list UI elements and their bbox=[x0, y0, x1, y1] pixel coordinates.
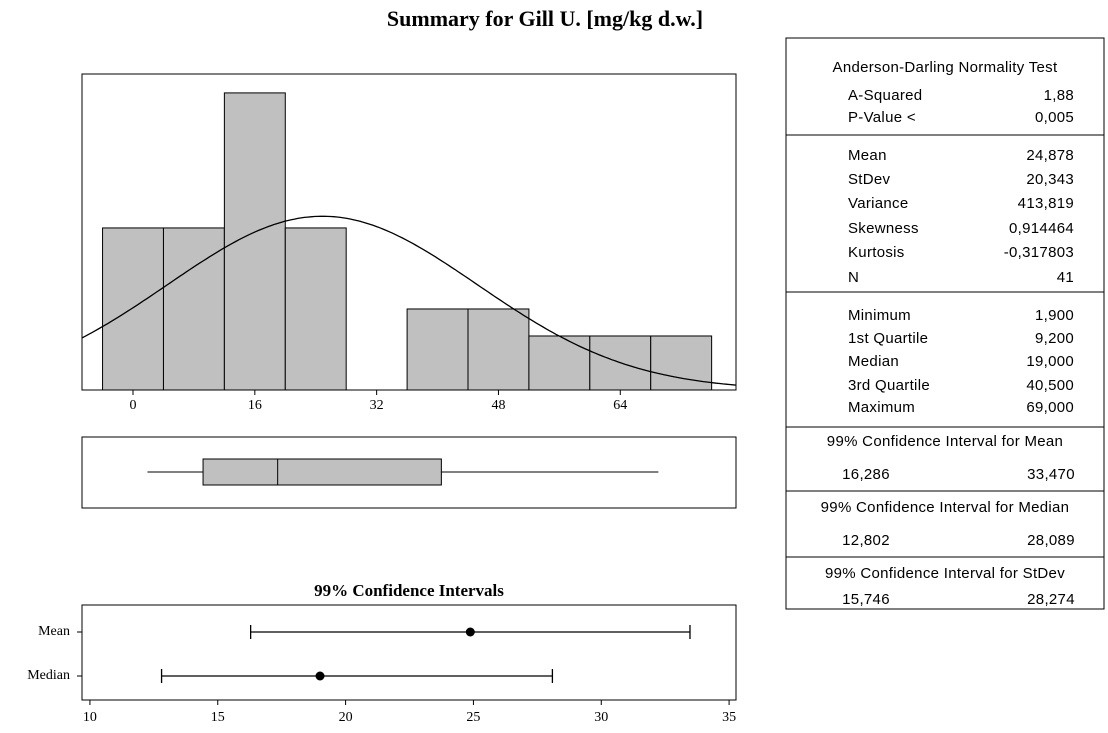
x-tick-label: 35 bbox=[722, 710, 736, 725]
boxplot-frame bbox=[81, 436, 737, 509]
interval-value: 28,274 bbox=[1027, 591, 1075, 608]
stats-table bbox=[785, 37, 1105, 610]
stat-value: -0,317803 bbox=[1004, 244, 1074, 261]
x-tick-label: 48 bbox=[491, 398, 505, 413]
stat-value: 19,000 bbox=[1026, 353, 1074, 370]
stat-label: N bbox=[848, 269, 859, 286]
x-tick-label: 10 bbox=[83, 710, 97, 725]
stat-value: 41 bbox=[1057, 269, 1074, 286]
stat-value: 1,88 bbox=[1044, 87, 1074, 104]
x-tick-label: 20 bbox=[339, 710, 353, 725]
estimate-dot bbox=[465, 627, 475, 637]
stat-label: Kurtosis bbox=[848, 244, 905, 261]
interval-value: 28,089 bbox=[1027, 532, 1075, 549]
y-tick-label: Mean bbox=[38, 624, 70, 639]
estimate-dot bbox=[315, 671, 325, 681]
bar bbox=[162, 227, 225, 391]
stat-value: 413,819 bbox=[1018, 195, 1074, 212]
stat-label: Mean bbox=[848, 147, 887, 164]
normal-curve bbox=[81, 215, 737, 386]
bar bbox=[528, 335, 591, 391]
stat-label: Skewness bbox=[848, 220, 919, 237]
stat-label: Variance bbox=[848, 195, 909, 212]
bar bbox=[102, 227, 164, 391]
x-tick-label: 64 bbox=[613, 398, 627, 413]
interval-value: 33,470 bbox=[1027, 466, 1075, 483]
interval-value: 12,802 bbox=[842, 532, 890, 549]
stat-label: Maximum bbox=[848, 399, 915, 416]
bar bbox=[223, 92, 286, 391]
stat-value: 0,914464 bbox=[1009, 220, 1074, 237]
x-tick-label: 15 bbox=[211, 710, 225, 725]
stat-value: 24,878 bbox=[1026, 147, 1074, 164]
section-title: Anderson-Darling Normality Test bbox=[833, 59, 1058, 76]
bar bbox=[284, 227, 347, 391]
section-title: 99% Confidence Interval for Mean bbox=[827, 433, 1063, 450]
bar bbox=[467, 308, 530, 391]
x-tick-label: 30 bbox=[594, 710, 608, 725]
stat-value: 0,005 bbox=[1035, 109, 1074, 126]
interval-value: 15,746 bbox=[842, 591, 890, 608]
stat-value: 9,200 bbox=[1035, 330, 1074, 347]
box bbox=[202, 458, 442, 486]
x-tick-label: 25 bbox=[466, 710, 480, 725]
stat-label: 1st Quartile bbox=[848, 330, 928, 347]
stat-label: StDev bbox=[848, 171, 891, 188]
y-tick-label: Median bbox=[27, 668, 70, 683]
stat-label: 3rd Quartile bbox=[848, 377, 930, 394]
bar bbox=[406, 308, 469, 391]
stat-label: Median bbox=[848, 353, 899, 370]
stat-label: P-Value < bbox=[848, 109, 916, 126]
stat-label: A-Squared bbox=[848, 87, 922, 104]
stat-value: 20,343 bbox=[1026, 171, 1074, 188]
interval-frame bbox=[81, 604, 737, 701]
x-tick-label: 16 bbox=[248, 398, 262, 413]
x-tick-label: 32 bbox=[370, 398, 384, 413]
section-title: 99% Confidence Interval for Median bbox=[821, 499, 1070, 516]
interval-value: 16,286 bbox=[842, 466, 890, 483]
title: Summary for Gill U. [mg/kg d.w.] bbox=[387, 6, 703, 31]
stat-value: 69,000 bbox=[1026, 399, 1074, 416]
interval-title: 99% Confidence Intervals bbox=[314, 581, 504, 600]
section-title: 99% Confidence Interval for StDev bbox=[825, 565, 1065, 582]
x-tick-label: 0 bbox=[130, 398, 137, 413]
stat-value: 1,900 bbox=[1035, 307, 1074, 324]
stat-value: 40,500 bbox=[1026, 377, 1074, 394]
stat-label: Minimum bbox=[848, 307, 911, 324]
